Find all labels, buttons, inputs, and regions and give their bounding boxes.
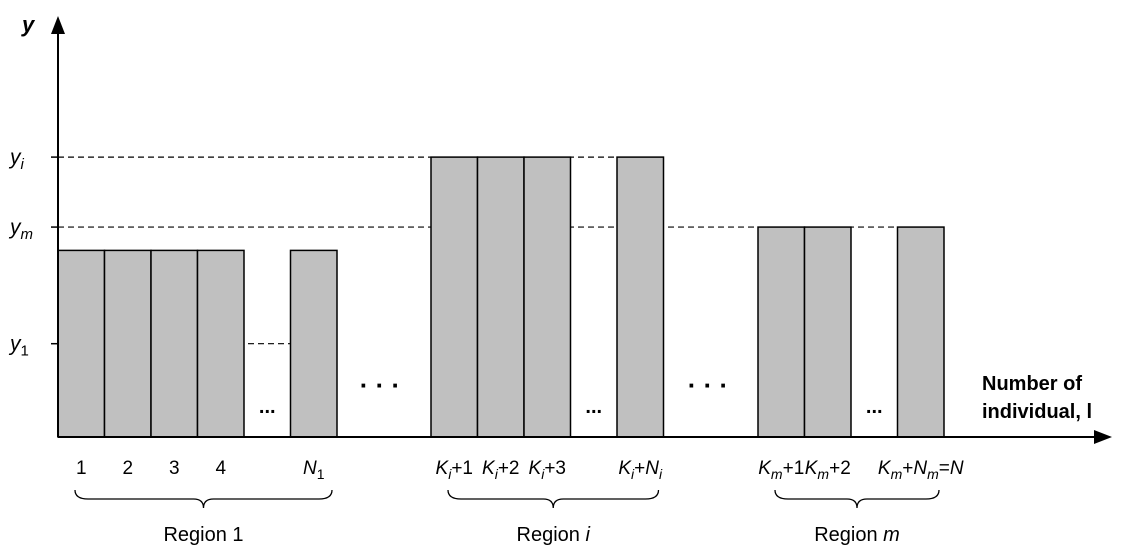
region-1-label: Region 1: [163, 524, 243, 546]
bar-region-2-2: [476, 156, 525, 438]
bar-region-2-4: [616, 156, 665, 438]
y-tick-label-ym: ym: [8, 216, 33, 243]
x-tick-label-region-1-2: 2: [122, 458, 133, 479]
bar-region-3-2: [803, 226, 852, 438]
x-tick-label-region-1-3: 3: [169, 458, 180, 479]
bar-region-1-2: [103, 249, 152, 438]
region-2-brace: [447, 489, 660, 509]
x-tick-label-region-3-1: Km+1: [758, 458, 804, 482]
region-3-label: Region m: [814, 524, 900, 546]
x-tick-labels: 1 2 3 4 N1 Ki+1 Ki+2 Ki+3 Ki+Ni Km+1 Km+2 Km+Nm=N: [76, 458, 964, 482]
x-axis-label: Number of individual, l: [982, 373, 1092, 423]
ellipses: ...... ... · · · · · ·: [259, 370, 883, 418]
region-1-ellipsis: ...: [259, 396, 276, 418]
between-region-ellipsis-1: · · ·: [360, 370, 400, 400]
bar-region-1-3: [150, 249, 199, 438]
x-tick-label-region-2-3: Ki+3: [529, 458, 566, 482]
region-braces: Region 1 Region i Region m: [74, 489, 940, 546]
bar-region-1-4: [196, 249, 245, 438]
bar-region-3-1: [757, 226, 806, 438]
y-tick-labels: yi ym y1: [8, 146, 58, 360]
x-tick-label-region-1-5: N1: [303, 458, 325, 482]
bars: [57, 156, 945, 438]
x-tick-label-region-1-4: 4: [215, 458, 226, 479]
region-2-label: Region i: [517, 524, 591, 546]
bar-region-2-3: [523, 156, 572, 438]
x-tick-label-region-3-2: Km+2: [805, 458, 851, 482]
bar-region-1-5: [289, 249, 338, 438]
bar-region-3-3: [896, 226, 945, 438]
region-3-ellipsis: ...: [866, 396, 883, 418]
x-axis-arrow: [1094, 430, 1112, 444]
axes: y Number of individual, l: [21, 12, 1112, 444]
x-tick-label-region-3-3: Km+Nm=N: [878, 458, 964, 482]
x-axis-label-line-2: individual, l: [982, 401, 1092, 423]
x-tick-label-region-2-1: Ki+1: [436, 458, 473, 482]
x-tick-label-region-2-4: Ki+Ni: [618, 458, 663, 482]
y-axis-arrow: [51, 16, 65, 34]
x-tick-label-region-2-2: Ki+2: [482, 458, 519, 482]
region-3-brace: [774, 489, 940, 509]
y-tick-label-yi: yi: [8, 146, 25, 173]
between-region-ellipsis-2: · · ·: [688, 370, 728, 400]
x-tick-label-region-1-1: 1: [76, 458, 87, 479]
bar-region-2-1: [430, 156, 479, 438]
y-axis-label: y: [21, 12, 36, 37]
x-axis-label-line-1: Number of: [982, 373, 1082, 395]
y-tick-label-y1: y1: [8, 333, 29, 360]
bar-region-1-1: [57, 249, 106, 438]
region-2-ellipsis: ...: [585, 396, 602, 418]
region-1-brace: [74, 489, 333, 509]
